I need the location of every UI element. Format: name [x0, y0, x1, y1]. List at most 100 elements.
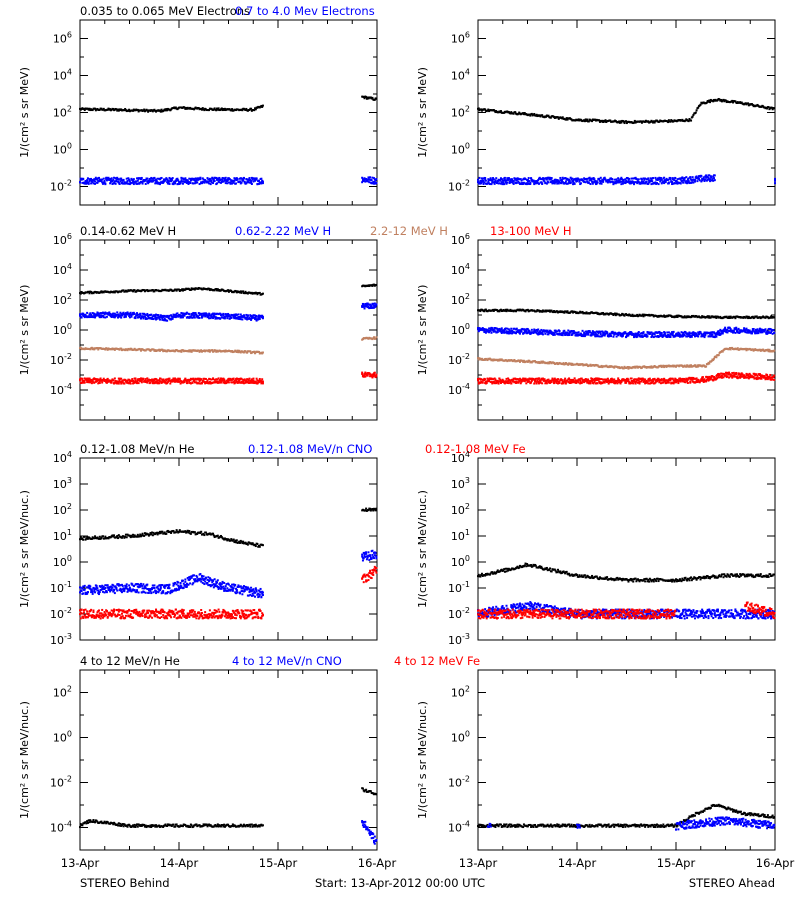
data-point — [690, 364, 693, 367]
data-point — [578, 180, 581, 183]
data-point — [637, 314, 640, 317]
data-point — [565, 311, 568, 314]
data-point — [372, 337, 375, 340]
data-point — [243, 378, 246, 381]
data-point — [183, 314, 186, 317]
data-point — [632, 181, 635, 184]
data-point — [155, 316, 158, 319]
data-point — [243, 181, 246, 184]
data-point — [572, 332, 575, 335]
data-point — [197, 315, 200, 318]
data-point — [208, 287, 211, 290]
data-point — [694, 111, 697, 114]
data-point — [707, 100, 710, 103]
data-point — [230, 179, 233, 182]
data-point — [515, 181, 518, 184]
data-point — [643, 178, 646, 181]
data-point — [97, 348, 100, 351]
data-point — [223, 107, 226, 110]
data-point — [708, 315, 711, 318]
data-point — [137, 177, 140, 180]
data-point — [122, 178, 125, 181]
data-point — [479, 381, 482, 384]
data-point — [166, 381, 169, 384]
data-point — [524, 178, 527, 181]
data-point — [187, 182, 190, 185]
data-point — [169, 382, 172, 385]
data-point — [526, 328, 529, 331]
data-point — [530, 361, 533, 364]
data-point — [490, 179, 493, 182]
data-point — [574, 331, 577, 334]
data-point — [560, 182, 563, 185]
data-point — [549, 176, 552, 179]
data-point — [513, 327, 516, 330]
data-point — [712, 359, 715, 362]
data-point — [560, 178, 563, 181]
data-point — [715, 356, 718, 359]
data-point — [549, 178, 552, 181]
data-point — [236, 178, 239, 181]
data-point — [150, 313, 153, 316]
data-point — [200, 378, 203, 381]
data-point — [233, 179, 236, 182]
data-point — [183, 181, 186, 184]
data-point — [594, 331, 597, 334]
data-point — [134, 317, 137, 320]
data-point — [686, 180, 689, 183]
data-point — [541, 182, 544, 185]
data-point — [653, 121, 656, 124]
data-point — [369, 373, 372, 376]
data-point — [614, 182, 617, 185]
data-point — [634, 332, 637, 335]
data-point — [226, 182, 229, 185]
data-point — [254, 316, 257, 319]
data-point — [682, 316, 685, 319]
data-point — [500, 327, 503, 330]
data-point — [230, 289, 233, 292]
data-point — [564, 118, 567, 121]
data-point — [679, 182, 682, 185]
data-point — [96, 347, 99, 350]
data-point — [101, 314, 104, 317]
data-point — [163, 314, 166, 317]
data-point — [105, 315, 108, 318]
data-point — [246, 351, 249, 354]
data-point — [79, 314, 81, 317]
data-point — [548, 309, 551, 312]
data-point — [708, 362, 711, 365]
data-point — [692, 181, 695, 184]
data-point — [189, 378, 192, 381]
data-point — [478, 176, 481, 179]
data-point — [203, 181, 206, 184]
data-point — [601, 119, 604, 122]
data-point — [364, 371, 367, 374]
data-point — [79, 181, 81, 184]
data-point — [123, 109, 126, 112]
data-point — [737, 327, 740, 330]
data-point — [103, 313, 106, 316]
data-point — [734, 331, 737, 334]
data-point — [99, 377, 102, 380]
data-point — [528, 359, 531, 362]
data-point — [773, 316, 776, 319]
data-point — [636, 182, 639, 185]
data-point — [694, 335, 697, 338]
data-point — [533, 183, 536, 186]
data-point — [743, 330, 746, 333]
data-point — [238, 291, 241, 294]
data-point — [658, 335, 661, 338]
data-point — [543, 177, 546, 180]
data-point — [196, 181, 199, 184]
data-point — [572, 330, 575, 333]
data-point — [83, 182, 86, 185]
data-point — [117, 377, 120, 380]
data-point — [215, 109, 218, 112]
data-point — [254, 352, 257, 355]
y-tick-label: 104 — [451, 68, 470, 83]
data-point — [622, 367, 625, 370]
data-point — [734, 317, 737, 320]
y-tick-label: 106 — [53, 31, 72, 46]
data-point — [702, 176, 705, 179]
data-point — [231, 182, 234, 185]
